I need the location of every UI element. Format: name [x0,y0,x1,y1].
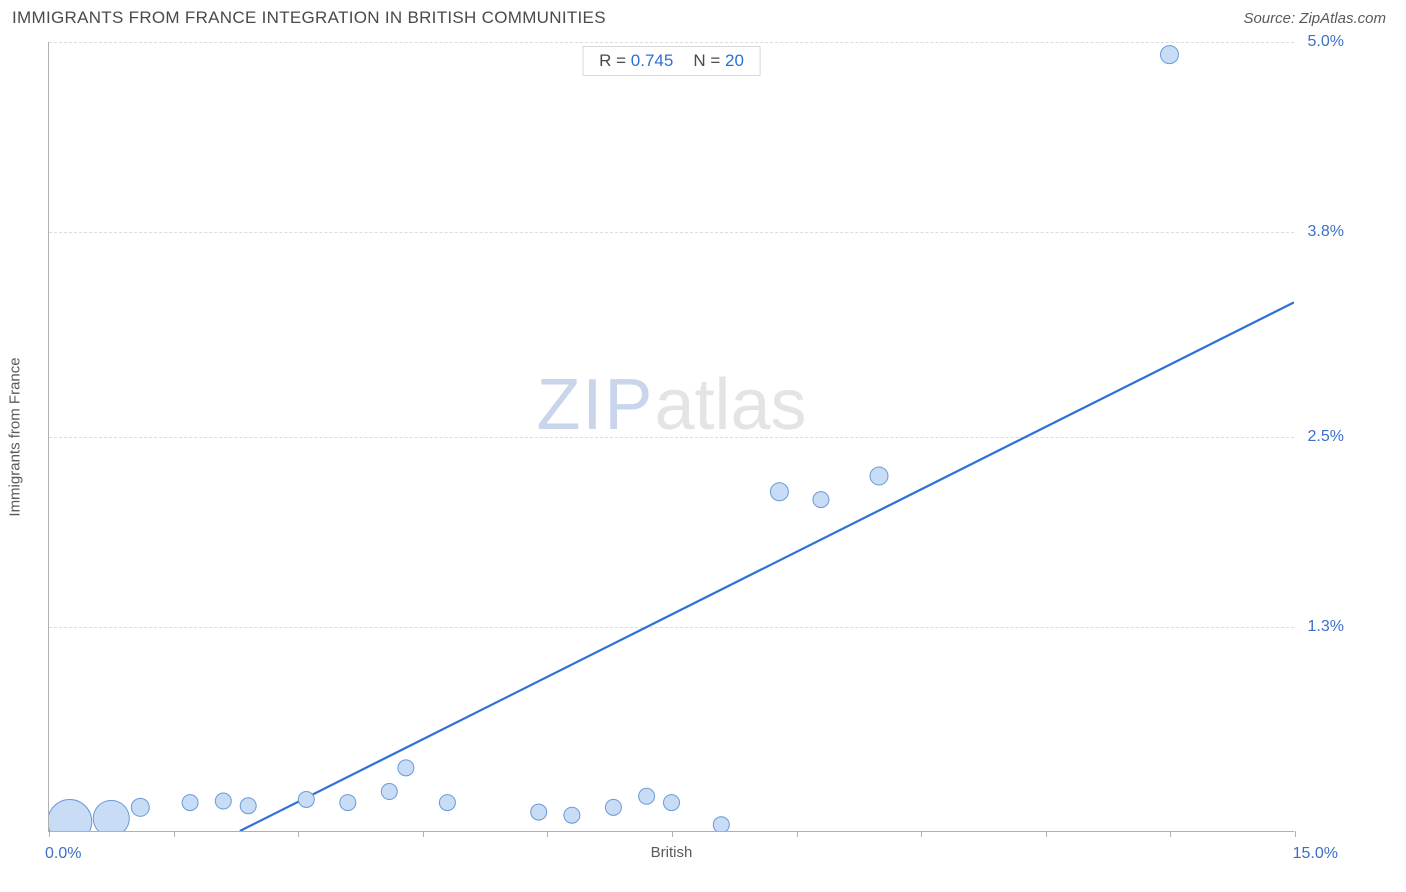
y-tick-label: 3.8% [1308,223,1344,241]
source-attribution: Source: ZipAtlas.com [1243,10,1386,27]
x-tick [1046,831,1047,837]
plot-area: R = 0.745 N = 20 ZIPatlas Immigrants fro… [48,42,1294,832]
data-point [531,804,547,820]
x-tick [49,831,50,837]
x-tick [797,831,798,837]
y-tick-label: 5.0% [1308,33,1344,51]
x-tick [672,831,673,837]
data-point [439,795,455,811]
y-tick-label: 2.5% [1308,428,1344,446]
plot-svg [49,42,1294,831]
data-point [93,800,129,831]
x-tick [174,831,175,837]
data-point [713,817,729,831]
header: IMMIGRANTS FROM FRANCE INTEGRATION IN BR… [0,0,1406,32]
legend-r-value: 0.745 [631,51,674,70]
data-point [298,791,314,807]
x-axis-origin-label: 0.0% [45,845,81,863]
data-point [605,799,621,815]
data-point [182,795,198,811]
x-axis-label: British [651,844,693,861]
page-title: IMMIGRANTS FROM FRANCE INTEGRATION IN BR… [12,8,606,28]
data-point [131,798,149,816]
x-tick [1170,831,1171,837]
scatter-chart: R = 0.745 N = 20 ZIPatlas Immigrants fro… [48,42,1338,852]
regression-line [240,302,1294,831]
data-point [870,467,888,485]
data-point [1161,46,1179,64]
data-point [340,795,356,811]
data-point [381,784,397,800]
legend-r: R = 0.745 [599,51,673,71]
x-tick [547,831,548,837]
data-point [564,807,580,823]
x-tick [423,831,424,837]
legend-box: R = 0.745 N = 20 [582,46,761,76]
data-point [398,760,414,776]
data-point [240,798,256,814]
data-point [770,483,788,501]
data-point [664,795,680,811]
x-tick [298,831,299,837]
data-point [215,793,231,809]
x-tick [921,831,922,837]
legend-n-value: 20 [725,51,744,70]
x-axis-max-label: 15.0% [1293,845,1338,863]
legend-n: N = 20 [693,51,744,71]
data-point [639,788,655,804]
legend-r-label: R = [599,51,626,70]
x-tick [1295,831,1296,837]
data-point [813,492,829,508]
data-point [49,800,92,831]
y-tick-label: 1.3% [1308,618,1344,636]
y-axis-label: Immigrants from France [7,357,24,516]
legend-n-label: N = [693,51,720,70]
